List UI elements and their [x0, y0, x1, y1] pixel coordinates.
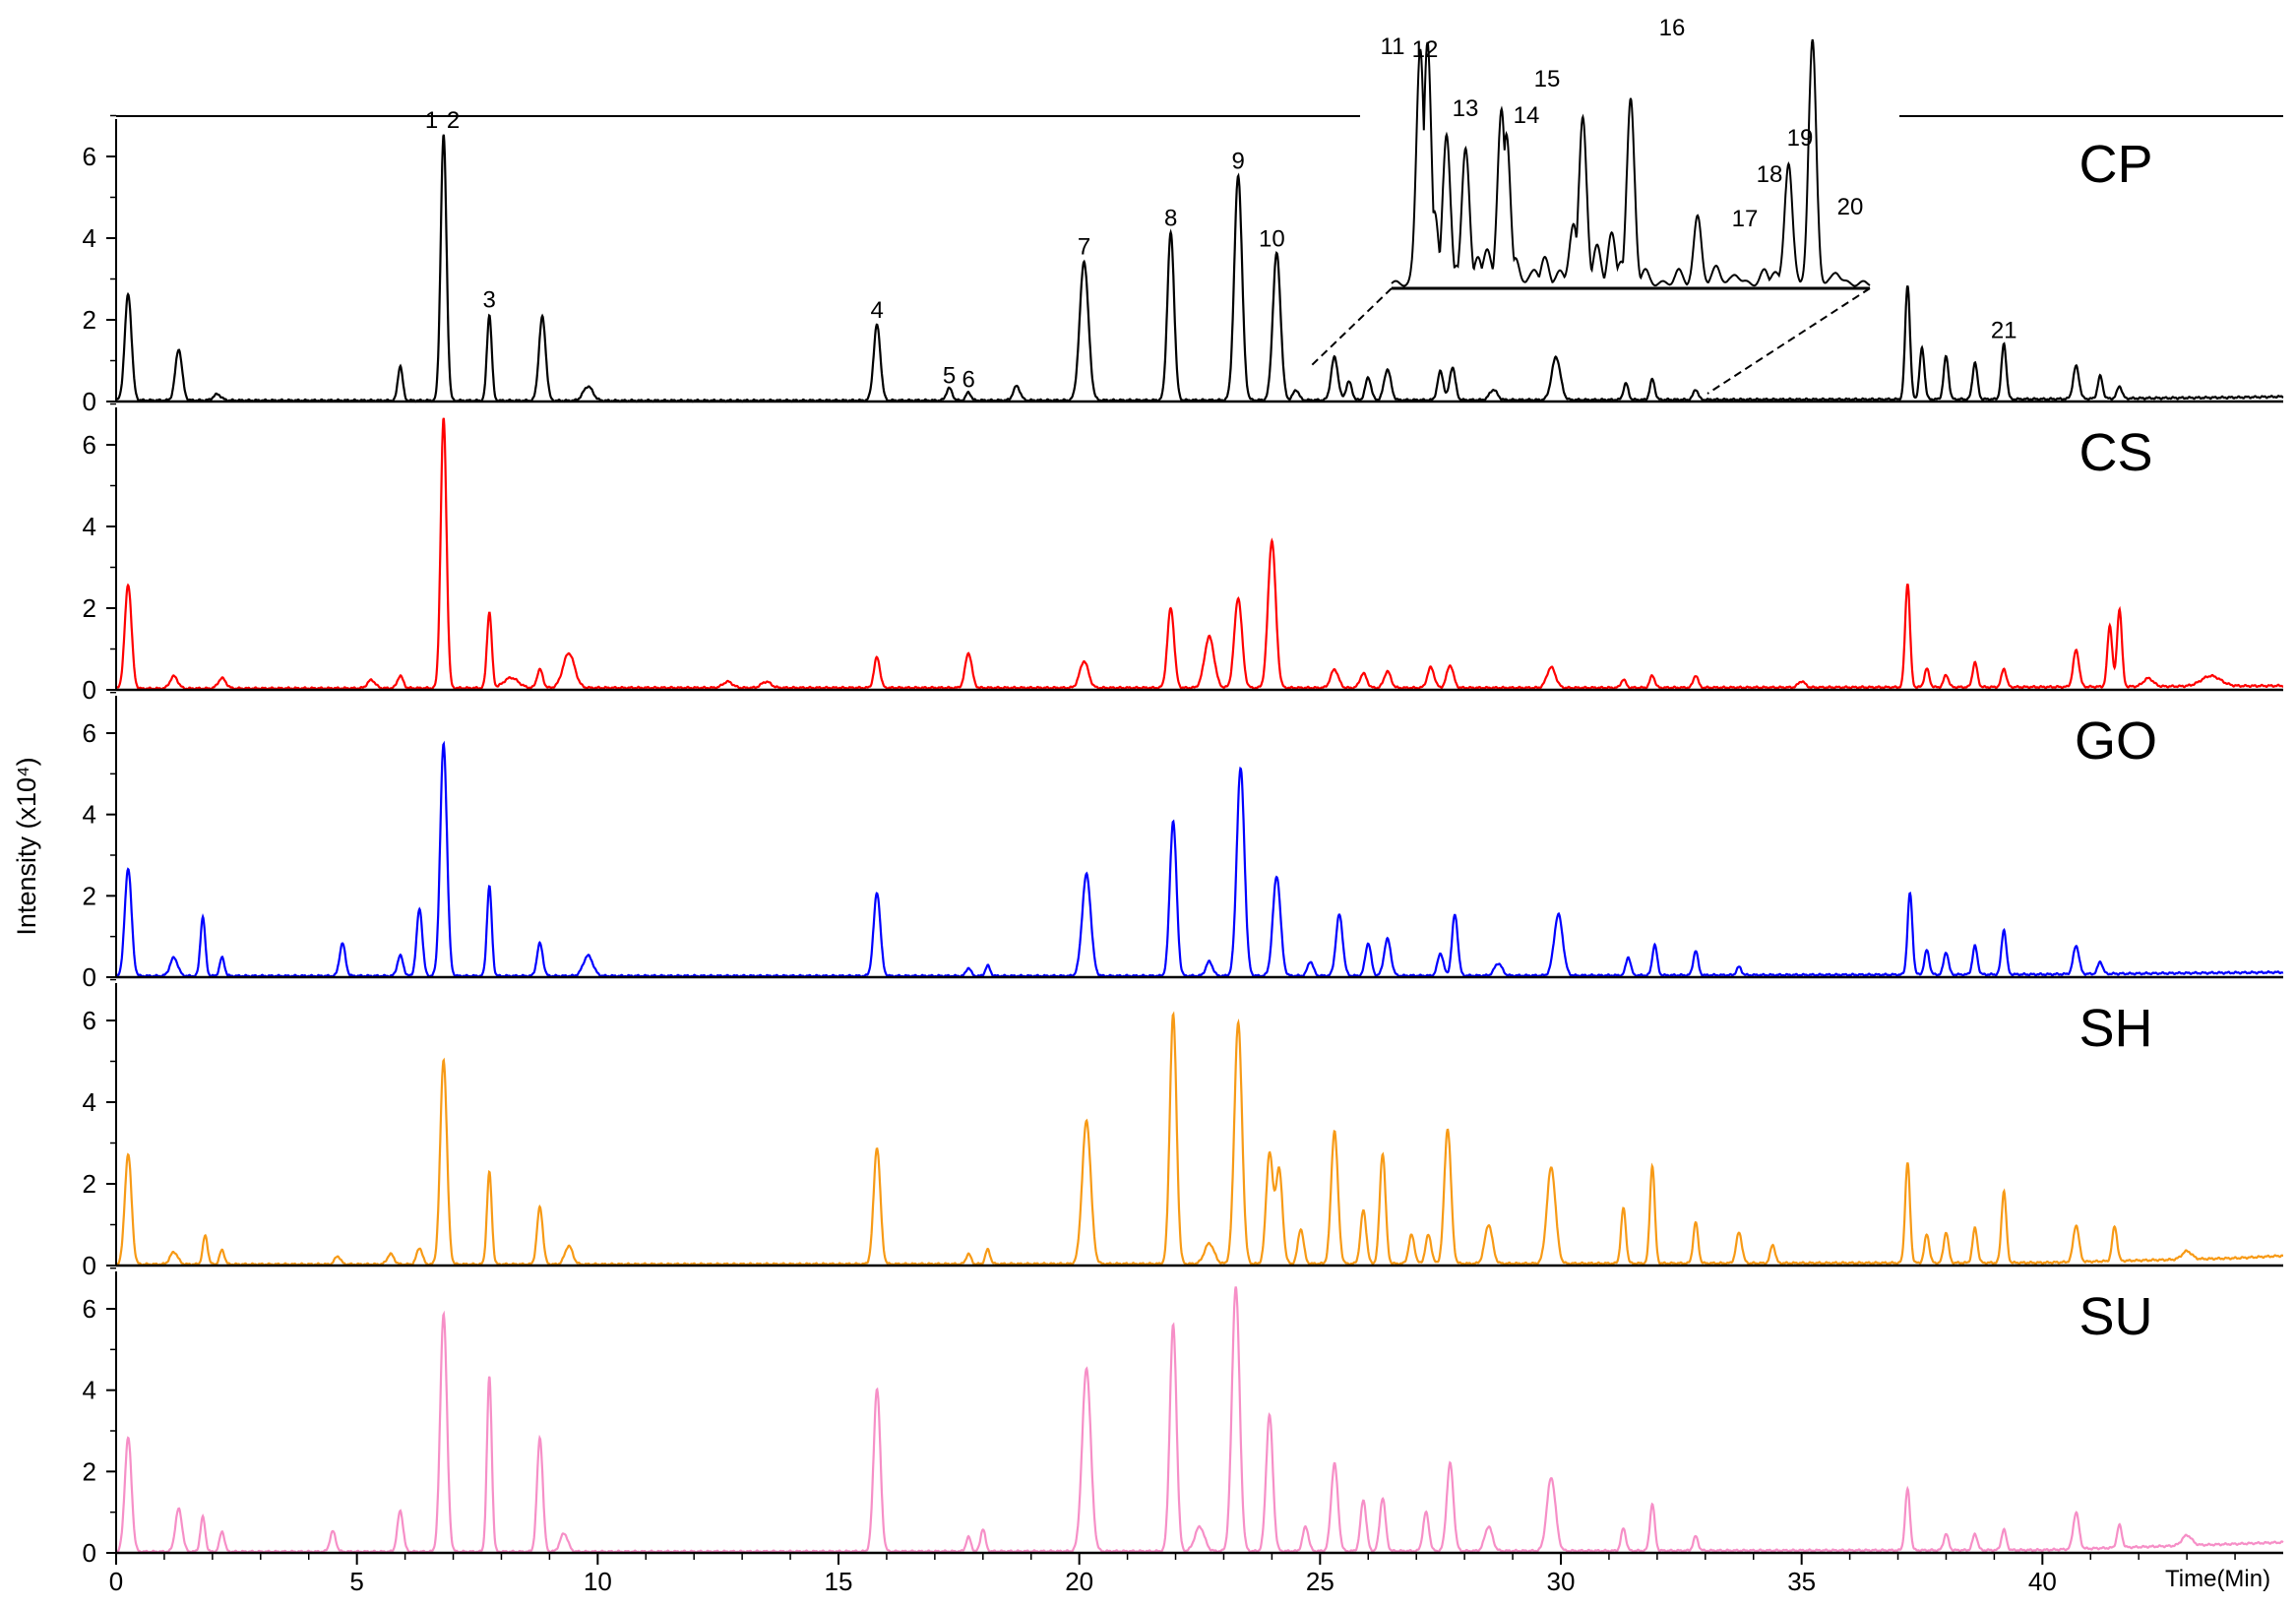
inset-peak-label: 19 — [1787, 125, 1814, 152]
series-name-cp: CP — [2079, 135, 2152, 194]
x-axis-label: Time(Min) — [2165, 1566, 2270, 1592]
y-tick-label: 0 — [83, 387, 96, 416]
x-tick-label: 25 — [1306, 1567, 1334, 1596]
series-name-cs: CS — [2079, 423, 2152, 482]
y-tick-label: 2 — [83, 593, 96, 623]
y-tick-label: 4 — [83, 800, 96, 830]
x-tick-label: 10 — [584, 1567, 612, 1596]
y-tick-label: 0 — [83, 1251, 96, 1280]
y-tick-label: 0 — [83, 675, 96, 705]
trace-go — [115, 740, 2284, 979]
y-tick-label: 0 — [83, 962, 96, 992]
trace-layer — [115, 134, 2284, 1555]
peak-label: 8 — [1164, 206, 1177, 232]
peak-label: 2 — [447, 107, 460, 134]
trace-cp — [115, 134, 2284, 403]
peak-label: 9 — [1231, 148, 1244, 174]
inset-peak-label: 14 — [1514, 102, 1540, 129]
inset-peak-label: 20 — [1837, 194, 1864, 220]
trace-sh — [115, 1011, 2283, 1267]
x-tick-label: 0 — [109, 1567, 123, 1596]
series-name-su: SU — [2079, 1287, 2152, 1346]
y-tick-label: 4 — [83, 1376, 96, 1405]
y-tick-label: 4 — [83, 223, 96, 253]
y-tick-label: 0 — [83, 1538, 96, 1568]
inset-trace — [1391, 38, 1871, 287]
inset-peak-label: 18 — [1757, 161, 1783, 188]
zoom-guide-left — [1310, 287, 1393, 367]
series-name-go: GO — [2075, 711, 2157, 771]
inset-peak-label: 11 — [1381, 33, 1405, 60]
inset-peak-label: 12 — [1412, 36, 1439, 63]
trace-su — [115, 1286, 2284, 1555]
series-name-sh: SH — [2079, 999, 2152, 1058]
inset-peak-label: 17 — [1732, 206, 1759, 232]
y-tick-label: 6 — [83, 1294, 96, 1324]
y-tick-label: 2 — [83, 881, 96, 910]
x-tick-label: 20 — [1065, 1567, 1093, 1596]
peak-label: 21 — [1991, 318, 2017, 344]
peak-label: 10 — [1259, 225, 1285, 252]
y-tick-label: 6 — [83, 718, 96, 748]
peak-label: 4 — [870, 297, 883, 324]
y-tick-label: 6 — [83, 1006, 96, 1035]
x-tick-label: 40 — [2028, 1567, 2057, 1596]
inset-peak-label: 13 — [1453, 95, 1479, 122]
y-tick-label: 2 — [83, 1169, 96, 1199]
x-tick-label: 35 — [1787, 1567, 1816, 1596]
x-tick-label: 5 — [349, 1567, 363, 1596]
y-tick-label: 6 — [83, 430, 96, 460]
x-tick-label: 30 — [1547, 1567, 1576, 1596]
y-tick-label: 4 — [83, 512, 96, 541]
x-tick-label: 15 — [825, 1567, 853, 1596]
y-tick-label: 2 — [83, 1456, 96, 1486]
zoom-guide-right — [1706, 287, 1871, 395]
peak-label: 5 — [943, 362, 956, 389]
y-tick-label: 6 — [83, 142, 96, 171]
peak-label: 6 — [962, 366, 974, 393]
inset-peak-label: 15 — [1534, 66, 1561, 93]
peak-label: 7 — [1078, 234, 1090, 261]
peak-label: 1 — [425, 107, 438, 134]
y-axis-label: Intensity (x10⁴) — [12, 757, 41, 935]
inset-peak-label: 16 — [1659, 15, 1686, 41]
peak-label: 3 — [483, 287, 496, 314]
trace-cs — [115, 417, 2284, 691]
y-tick-label: 4 — [83, 1087, 96, 1117]
y-tick-label: 2 — [83, 305, 96, 335]
